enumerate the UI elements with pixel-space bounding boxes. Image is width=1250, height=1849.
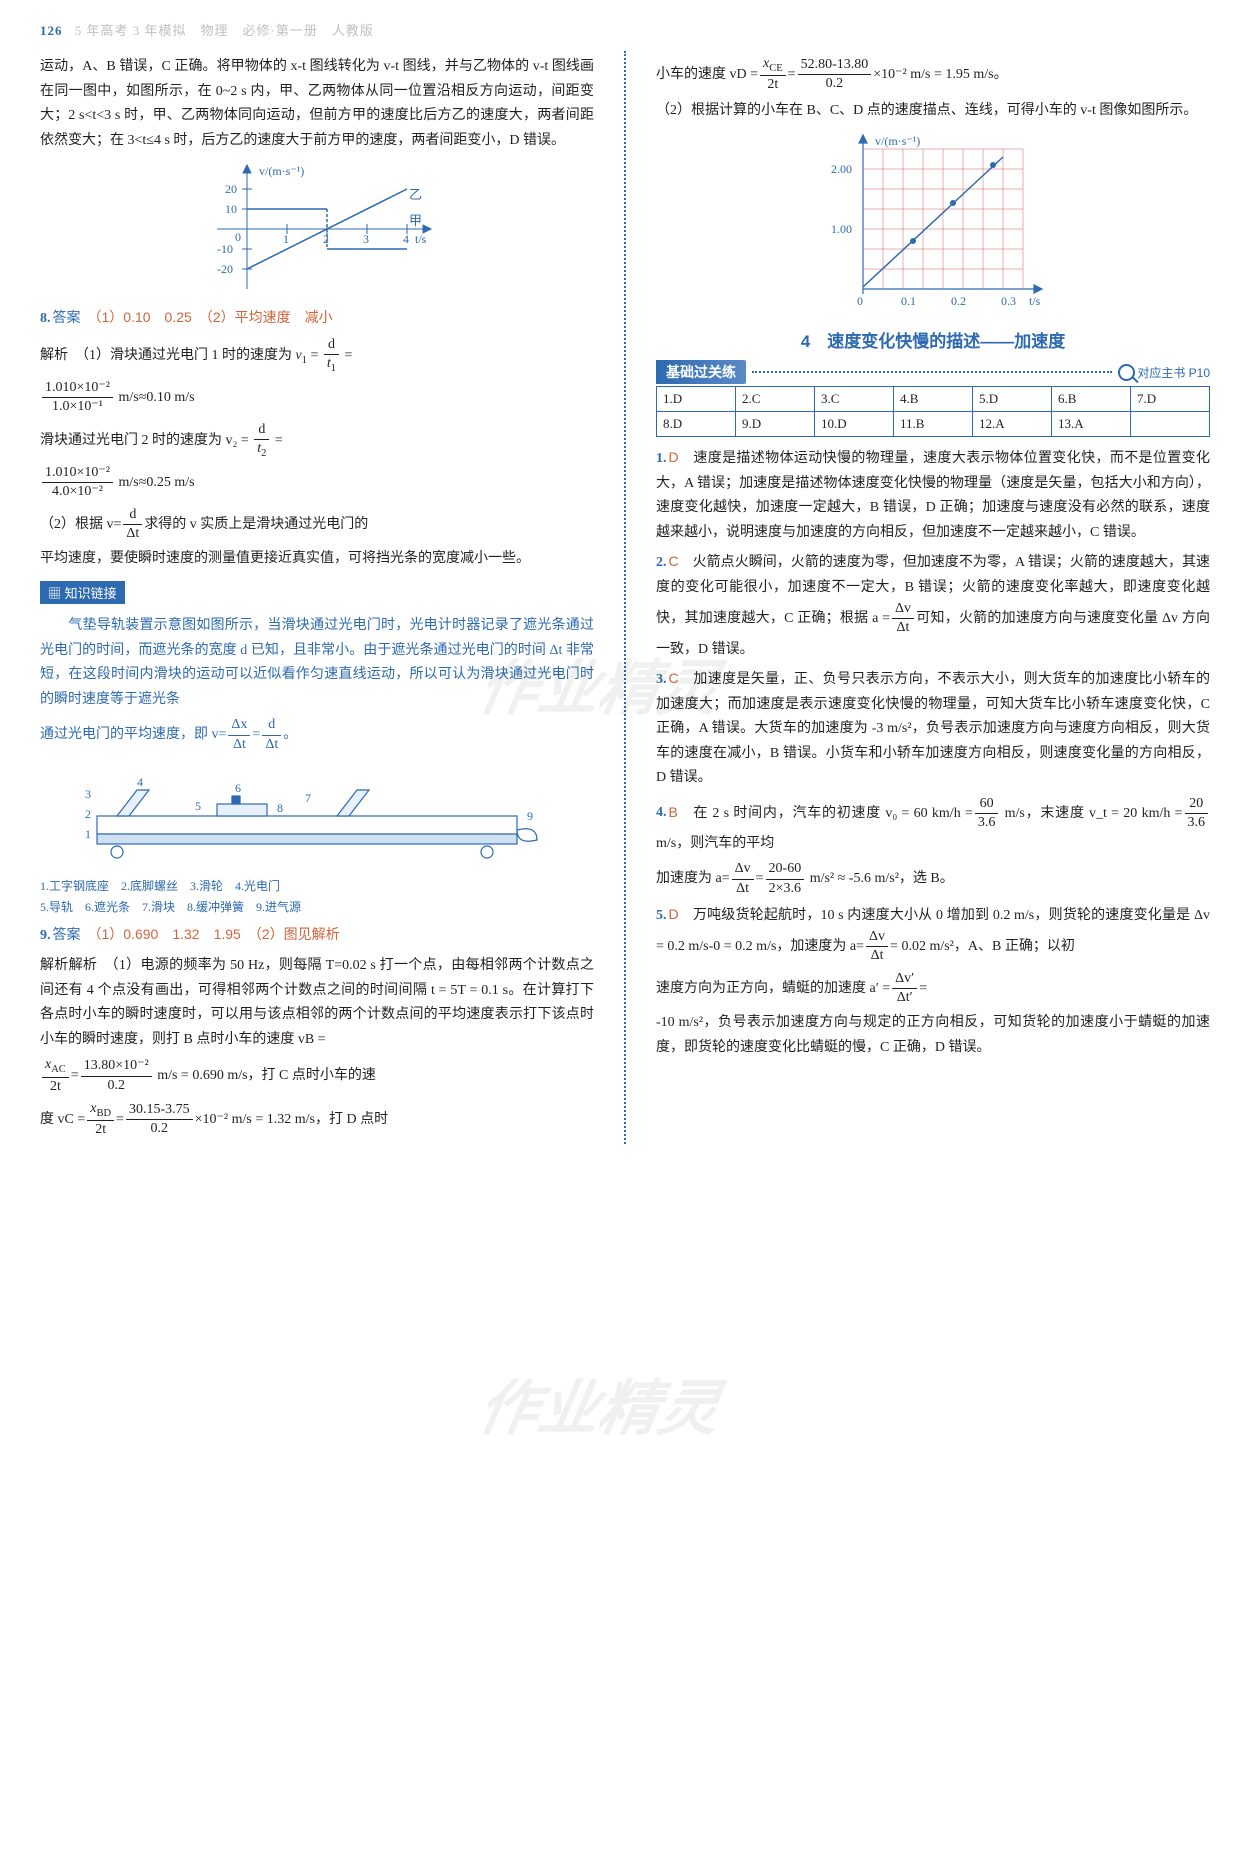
q9-calc2: 度 vC =xBD2t=30.15-3.750.2×10⁻² m/s = 1.3… <box>40 1100 594 1140</box>
page-ref: 对应主书 P10 <box>1137 364 1210 381</box>
ans-3: 3.C 加速度是矢量，正、负号只表示方向，不表示大小，则大货车的加速度比小轿车的… <box>656 666 1210 791</box>
svg-text:5: 5 <box>195 799 201 813</box>
vt-graph-1: v/(m·s⁻¹) 乙 甲 20 10 0 -10 -20 1 2 3 4 t/… <box>187 159 447 299</box>
answer-table: 1.D2.C3.C4.B5.D6.B7.D 8.D9.D10.D11.B12.A… <box>656 386 1210 437</box>
air-track-diagram: 3 2 1 4 5 8 6 7 9 <box>77 760 557 870</box>
svg-text:乙: 乙 <box>409 187 422 202</box>
knowledge-link-tag: ▦ 知识链接 <box>40 581 125 604</box>
q9-answer: 9.答案 （1）0.690 1.32 1.95 （2）图见解析 <box>40 922 594 949</box>
right-column: 小车的速度 vD =xCE2t=52.80-13.800.2×10⁻² m/s … <box>656 51 1210 1144</box>
page-header: 126 5 年高考 3 年模拟 物理 必修·第一册 人教版 <box>40 20 1210 39</box>
q8-explain: 解析 （1）滑块通过光电门 1 时的速度为 v1 = dt1 = <box>40 336 594 376</box>
diagram-caption: 1.工字钢底座 2.底脚螺丝 3.滑轮 4.光电门 5.导轨 6.遮光条 7.滑… <box>40 876 594 918</box>
svg-text:9: 9 <box>527 809 533 823</box>
left-column: 运动，A、B 错误，C 正确。将甲物体的 x-t 图线转化为 v-t 图线，并与… <box>40 51 594 1144</box>
svg-text:4: 4 <box>403 232 409 246</box>
svg-text:7: 7 <box>305 791 311 805</box>
svg-text:-20: -20 <box>217 262 233 276</box>
q8-explain4: 平均速度，要使瞬时速度的测量值更接近真实值，可将挡光条的宽度减小一些。 <box>40 547 594 572</box>
knowledge-box: 气垫导轨装置示意图如图所示，当滑块通过光电门时，光电计时器记录了遮光条通过光电门… <box>40 614 594 917</box>
magnifier-icon <box>1118 364 1135 381</box>
svg-text:0: 0 <box>857 294 863 308</box>
ans-5c: -10 m/s²，负号表示加速度方向与规定的正方向相反，可知货轮的加速度小于蜻蜓… <box>656 1011 1210 1060</box>
svg-text:t/s: t/s <box>415 232 427 246</box>
table-row: 8.D9.D10.D11.B12.A13.A <box>657 412 1210 437</box>
svg-text:2: 2 <box>85 807 91 821</box>
svg-text:10: 10 <box>225 202 237 216</box>
svg-text:v/(m·s⁻¹): v/(m·s⁻¹) <box>259 164 304 178</box>
q8-answer: 8.答案 （1）0.10 0.25 （2）平均速度 减小 <box>40 305 594 332</box>
svg-text:t/s: t/s <box>1029 294 1041 308</box>
svg-text:20: 20 <box>225 182 237 196</box>
knowledge-formula: 通过光电门的平均速度，即 v=ΔxΔt=dΔt。 <box>40 716 594 753</box>
ans-4b: 加速度为 a=ΔvΔt=20-602×3.6 m/s² ≈ -5.6 m/s²，… <box>656 860 1210 897</box>
ans-5b: 速度方向为正方向，蜻蜓的加速度 a′ =Δv′Δt′= <box>656 970 1210 1007</box>
svg-text:2.00: 2.00 <box>831 162 852 176</box>
q8-calc1: 1.010×10⁻²1.0×10⁻¹ m/s≈0.10 m/s <box>40 379 594 416</box>
svg-text:8: 8 <box>277 801 283 815</box>
svg-text:6: 6 <box>235 781 241 795</box>
svg-text:4: 4 <box>137 775 143 789</box>
svg-text:1: 1 <box>283 232 289 246</box>
svg-text:1: 1 <box>85 827 91 841</box>
svg-text:-10: -10 <box>217 242 233 256</box>
ans-2: 2.C 火箭点火瞬间，火箭的速度为零，但加速度不为零，A 错误；火箭的速度越大，… <box>656 549 1210 662</box>
q9-explain: 解析解析 （1）电源的频率为 50 Hz，则每隔 T=0.02 s 打一个点，由… <box>40 952 594 1052</box>
header-title: 5 年高考 3 年模拟 物理 必修·第一册 人教版 <box>75 23 374 38</box>
r-cont1: 小车的速度 vD =xCE2t=52.80-13.800.2×10⁻² m/s … <box>656 55 1210 95</box>
subsection-label: 基础过关练 <box>656 360 746 384</box>
r-cont2: （2）根据计算的小车在 B、C、D 点的速度描点、连线，可得小车的 v-t 图像… <box>656 99 1210 124</box>
ans-1: 1.D 速度是描述物体运动快慢的物理量，速度大表示物体位置变化快，而不是位置变化… <box>656 445 1210 545</box>
svg-text:3: 3 <box>363 232 369 246</box>
svg-text:0: 0 <box>235 230 241 244</box>
knowledge-text: 气垫导轨装置示意图如图所示，当滑块通过光电门时，光电计时器记录了遮光条通过光电门… <box>40 614 594 712</box>
svg-text:0.1: 0.1 <box>901 294 916 308</box>
q8-explain3: （2）根据 v=dΔt求得的 v 实质上是滑块通过光电门的 <box>40 506 594 543</box>
explanation-text: 运动，A、B 错误，C 正确。将甲物体的 x-t 图线转化为 v-t 图线，并与… <box>40 55 594 153</box>
vt-graph-2: v/(m·s⁻¹) 2.00 1.00 0 0.1 0.2 0.3 t/s <box>803 129 1063 319</box>
q9-calc1: xAC2t=13.80×10⁻²0.2 m/s = 0.690 m/s，打 C … <box>40 1056 594 1096</box>
svg-text:v/(m·s⁻¹): v/(m·s⁻¹) <box>875 134 920 148</box>
ans-5: 5.D 万吨级货轮起航时，10 s 内速度大小从 0 增加到 0.2 m/s，则… <box>656 902 1210 966</box>
column-divider <box>624 51 626 1144</box>
page-number: 126 <box>40 23 63 38</box>
q8-calc2: 1.010×10⁻²4.0×10⁻² m/s≈0.25 m/s <box>40 464 594 501</box>
watermark: 作业精灵 <box>472 1360 727 1447</box>
svg-text:0.3: 0.3 <box>1001 294 1016 308</box>
svg-text:2: 2 <box>323 232 329 246</box>
ans-4: 4.B 在 2 s 时间内，汽车的初速度 v₀ = 60 km/h =603.6… <box>656 795 1210 857</box>
table-row: 1.D2.C3.C4.B5.D6.B7.D <box>657 387 1210 412</box>
subsection-bar: 基础过关练 对应主书 P10 <box>656 360 1210 384</box>
svg-text:3: 3 <box>85 787 91 801</box>
section-4-title: 4 速度变化快慢的描述——加速度 <box>656 327 1210 352</box>
svg-text:0.2: 0.2 <box>951 294 966 308</box>
q8-explain2: 滑块通过光电门 2 时的速度为 v₂ = dt2 = <box>40 421 594 461</box>
svg-text:1.00: 1.00 <box>831 222 852 236</box>
dots-icon <box>752 371 1112 373</box>
svg-text:甲: 甲 <box>409 213 422 228</box>
